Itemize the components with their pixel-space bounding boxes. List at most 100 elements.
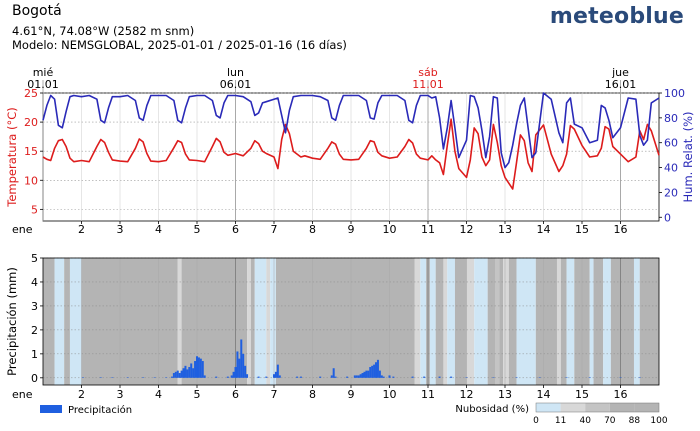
cloud-cover-band: [443, 258, 448, 385]
cloud-cover-band: [177, 258, 182, 385]
precipitation-bar: [382, 376, 385, 378]
precipitation-bar: [246, 374, 249, 378]
temp-tick-label: 5: [31, 203, 38, 216]
precipitation-axis-label: Precipitación (mm): [5, 267, 19, 376]
date-marker-day: lun: [227, 66, 244, 79]
precipitation-bar: [359, 374, 362, 378]
precipitation-bar: [373, 364, 376, 378]
cloud-cover-band: [589, 258, 594, 385]
x-tick-label: 16: [614, 388, 628, 401]
precip-tick-label: 4: [31, 276, 38, 289]
precipitation-bar: [299, 376, 302, 378]
precipitation-bar: [190, 363, 193, 378]
precipitation-bar: [515, 377, 518, 378]
precipitation-legend-swatch: [40, 405, 62, 413]
precipitation-bar: [378, 370, 381, 378]
cloud-cover-band: [435, 258, 444, 385]
precipitation-bar: [369, 367, 372, 378]
temp-tick-label: 20: [24, 116, 38, 129]
precipitation-bar: [638, 377, 641, 378]
precipitation-bar: [194, 361, 197, 378]
precipitation-bar: [170, 376, 173, 378]
precip-tick-label: 0: [31, 372, 38, 385]
precipitation-bar: [363, 371, 366, 378]
precipitation-bar: [371, 365, 374, 378]
precip-tick-label: 2: [31, 324, 38, 337]
precipitation-bar: [201, 361, 204, 378]
precipitation-bar: [242, 353, 245, 378]
temperature-humidity-panel: mié01.01lun06.01sáb11.01jue16.0151015202…: [5, 66, 695, 236]
x-tick-label: 2: [78, 388, 85, 401]
cloud-legend-tick: 0: [533, 416, 539, 426]
precipitation-bar: [265, 376, 268, 378]
x-tick-label: 9: [348, 388, 355, 401]
x-tick-label: 15: [575, 223, 589, 236]
precipitation-bar: [197, 357, 200, 378]
precipitation-bar: [411, 376, 414, 378]
cloud-legend-tick: 11: [555, 416, 566, 426]
x-tick-label: 13: [498, 223, 512, 236]
precipitation-bar: [192, 368, 195, 378]
precipitation-bar: [203, 375, 206, 378]
precipitation-bar: [274, 371, 277, 378]
hum-tick-label: 100: [664, 87, 685, 100]
temp-tick-label: 10: [24, 174, 38, 187]
hum-tick-label: 20: [664, 186, 678, 199]
precipitation-bar: [199, 358, 202, 378]
cloud-cover-band: [633, 258, 640, 385]
x-tick-label: 16: [614, 223, 628, 236]
precipitation-bar: [257, 376, 260, 378]
cloud-legend-tick: 88: [629, 416, 641, 426]
hum-tick-label: 0: [664, 211, 671, 224]
location-title: Bogotá: [12, 3, 62, 19]
cloud-legend-frame: [535, 402, 660, 413]
cloud-legend-swatch: [560, 403, 586, 412]
precipitation-bar: [278, 375, 281, 378]
cloud-legend-swatch: [536, 403, 561, 412]
precip-tick-label: 3: [31, 300, 38, 313]
cloud-cover-band: [556, 258, 561, 385]
x-tick-label: 2: [78, 223, 85, 236]
precipitation-bar: [232, 371, 235, 378]
precipitation-bar: [196, 356, 198, 378]
cloud-cover-band: [487, 258, 496, 385]
cloud-cover-band: [429, 258, 436, 385]
date-marker-date: 06.01: [220, 78, 252, 91]
precipitation-bar: [296, 376, 299, 378]
precipitation-bar: [238, 358, 241, 378]
precipitation-bar: [172, 373, 175, 378]
precipitation-bar: [375, 362, 378, 378]
cloud-cover-band: [454, 258, 467, 385]
x-tick-label: 12: [460, 388, 474, 401]
legend: Precipitación Nubosidad (%) 0 11 40 70 88 100: [40, 402, 668, 426]
precipitation-bar: [240, 339, 243, 378]
cloud-cover-band: [254, 258, 267, 385]
cloud-cover-band: [247, 258, 251, 385]
precipitation-bar: [180, 370, 183, 378]
precip-tick-label: 1: [31, 348, 38, 361]
x-tick-label: 15: [575, 388, 589, 401]
cloud-cover-band: [639, 258, 659, 385]
precipitation-bar: [165, 377, 168, 378]
date-marker-date: 11.01: [412, 78, 444, 91]
precipitation-bar: [565, 377, 568, 378]
cloud-cover-band: [466, 258, 475, 385]
cloud-cover-band: [270, 258, 276, 385]
precipitation-bar: [153, 377, 156, 378]
x-tick-label: 5: [194, 388, 201, 401]
cloud-cover-band: [593, 258, 604, 385]
meteoblue-logo[interactable]: meteoblue: [549, 4, 684, 29]
cloud-cover-band: [64, 258, 70, 385]
cloud-legend-tick: 100: [650, 416, 667, 426]
x-tick-label: 7: [271, 223, 278, 236]
precipitation-legend-label: Precipitación: [68, 404, 132, 416]
month-label: ene: [12, 223, 33, 236]
date-marker-day: mié: [33, 66, 54, 79]
cloud-legend-swatch: [609, 403, 635, 412]
cloud-cover-band: [420, 258, 427, 385]
cloud-cover-band: [535, 258, 557, 385]
precipitation-bar: [392, 376, 395, 378]
precipitation-bar: [492, 377, 495, 378]
precipitation-bar: [450, 376, 453, 378]
